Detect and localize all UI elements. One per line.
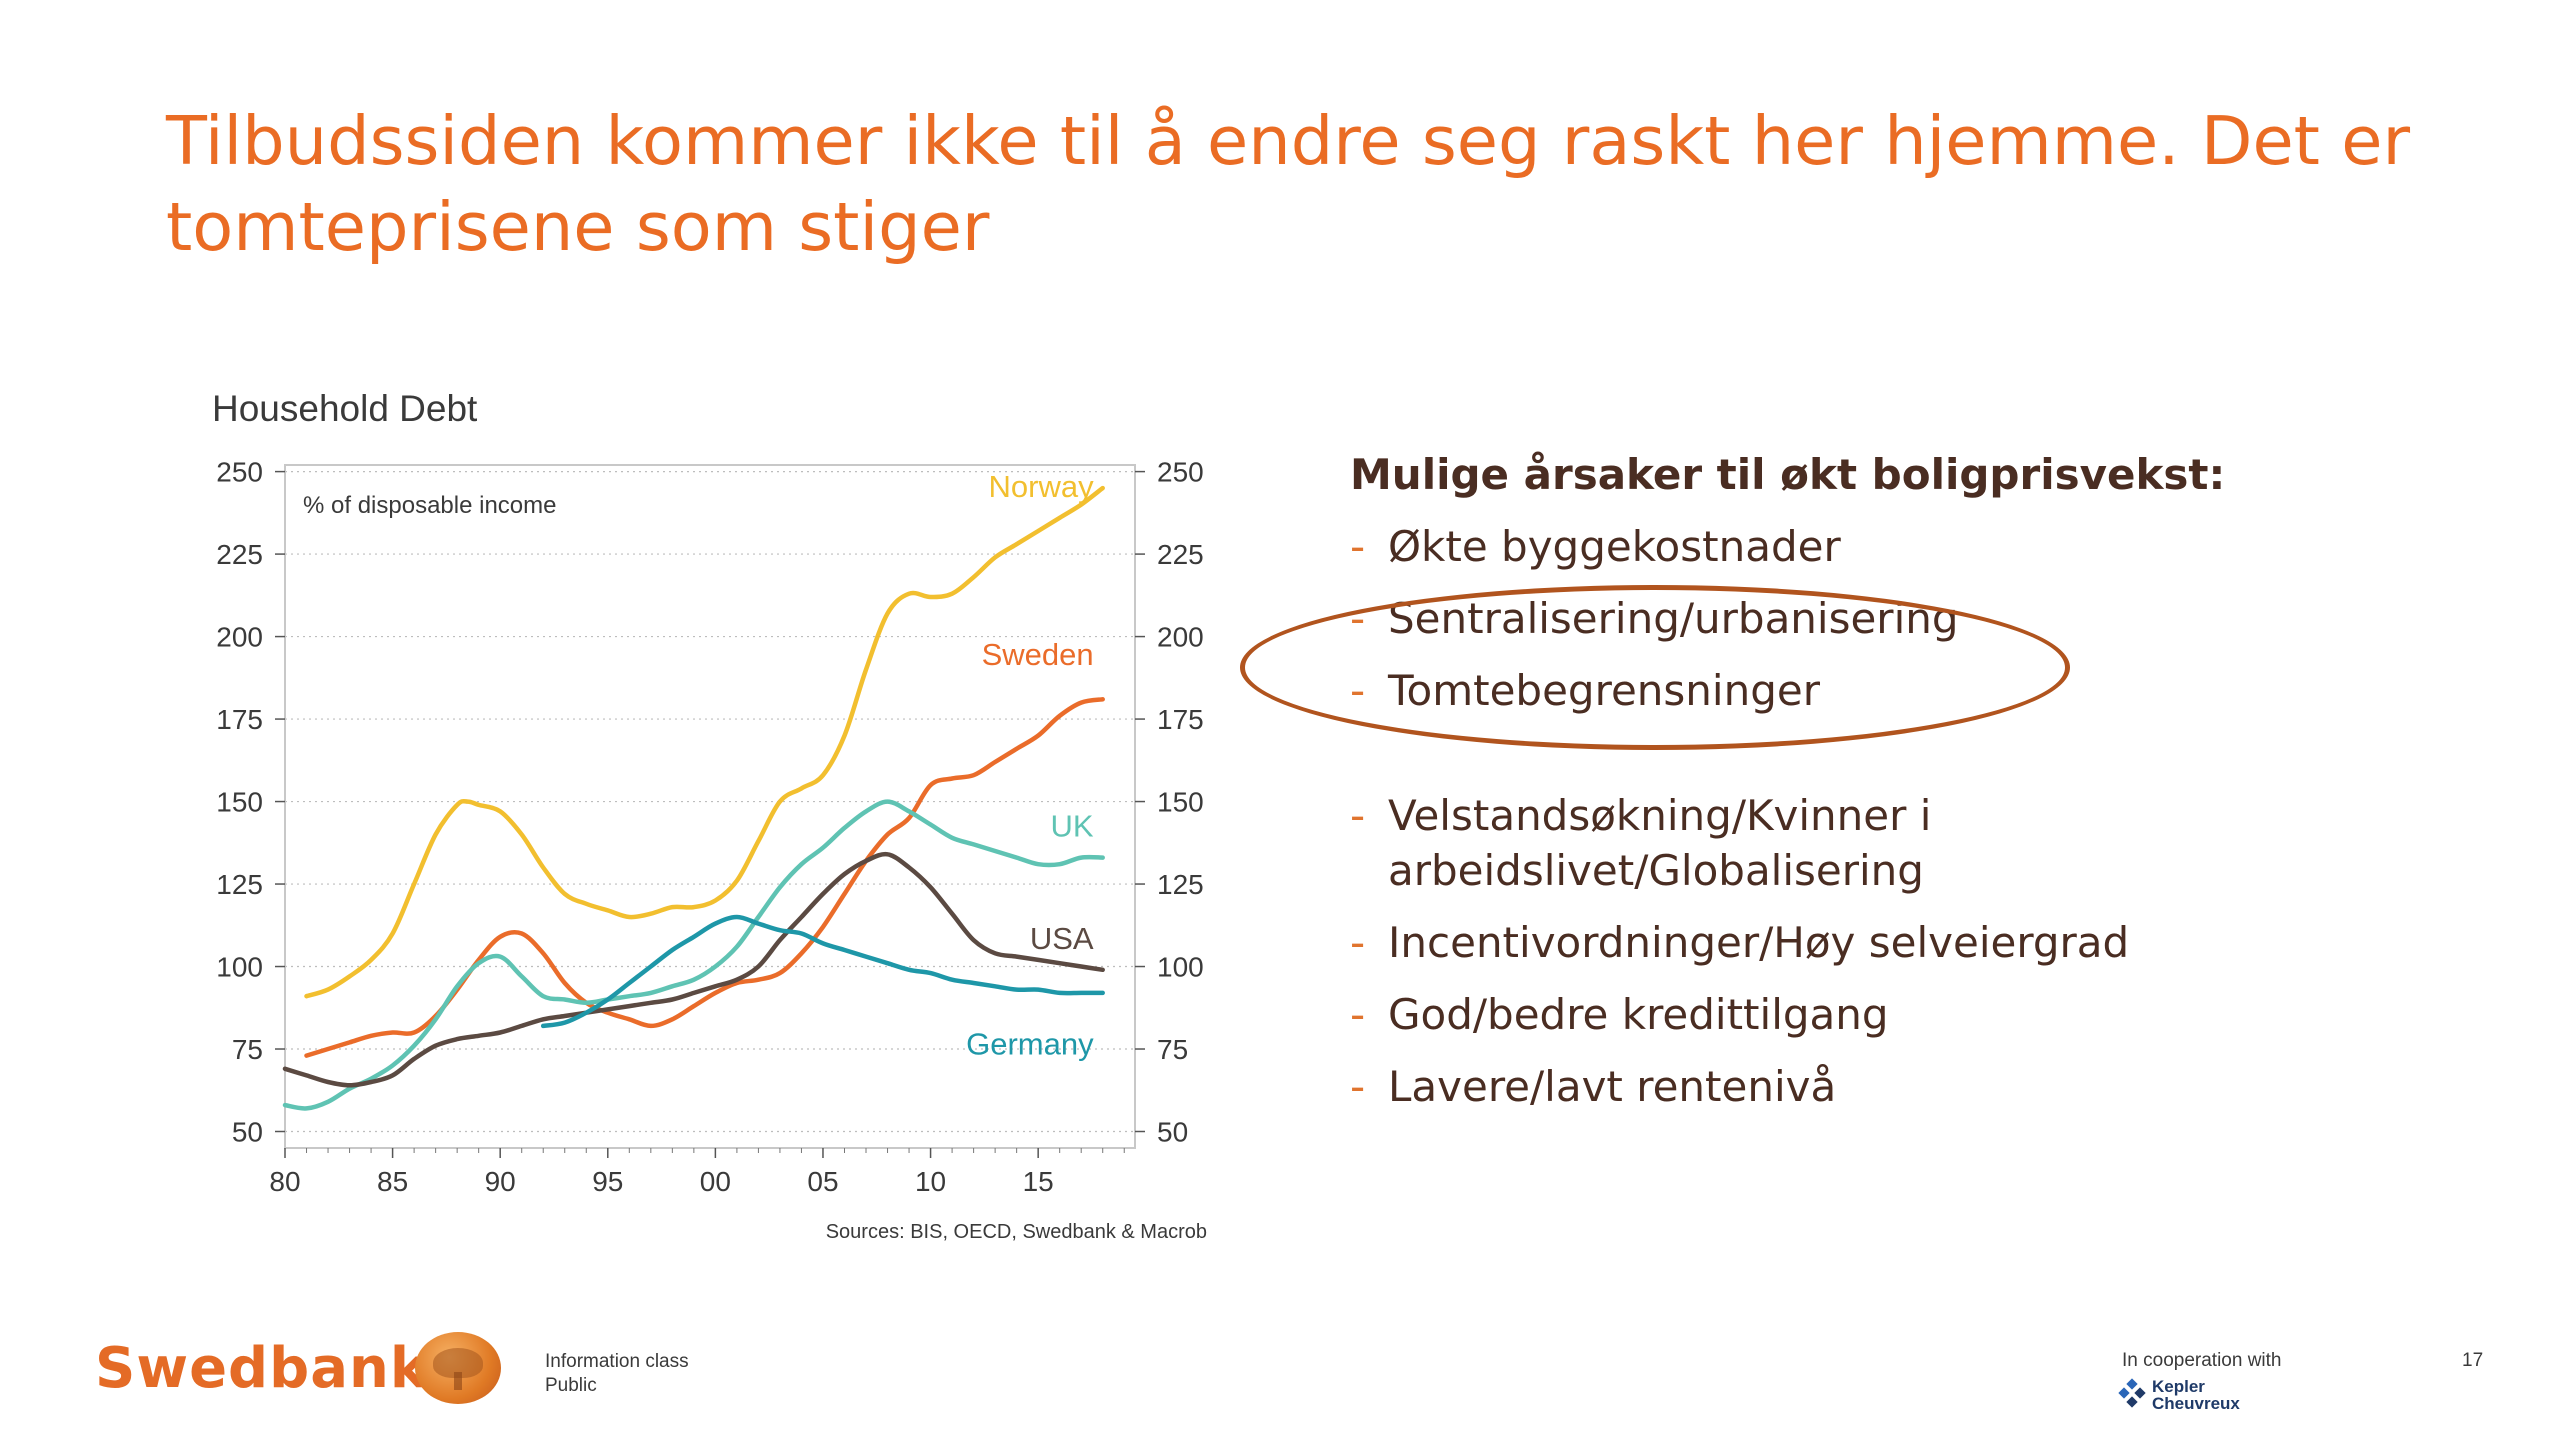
- series-line-germany: [540, 914, 1105, 1029]
- x-tick-label: 95: [592, 1166, 623, 1197]
- y-tick-label-right: 250: [1157, 457, 1204, 488]
- y-tick-label-left: 250: [216, 457, 263, 488]
- y-tick-label-right: 200: [1157, 622, 1204, 653]
- slide-title-line-2: tomteprisene som stiger: [166, 188, 990, 266]
- cause-item: - Økte byggekostnader: [1350, 519, 2500, 574]
- series-line-norway: [304, 485, 1105, 999]
- swedbank-oak-icon: [415, 1332, 501, 1404]
- series-line-uk: [282, 799, 1105, 1111]
- x-tick-label: 85: [377, 1166, 408, 1197]
- series-label-usa: USA: [1030, 921, 1094, 956]
- series-label-uk: UK: [1051, 809, 1094, 844]
- kepler-logo-line-1: Kepler: [2152, 1377, 2205, 1396]
- chart-title: Household Debt: [212, 388, 478, 429]
- cooperation-label: In cooperation with: [2122, 1350, 2282, 1371]
- series-line-sweden: [304, 697, 1105, 1058]
- y-tick-label-left: 175: [216, 704, 263, 735]
- y-tick-label-left: 225: [216, 539, 263, 570]
- kepler-logo-line-2: Cheuvreux: [2152, 1394, 2240, 1413]
- highlight-oval: [1240, 585, 2070, 750]
- causes-heading: Mulige årsaker til økt boligprisvekst:: [1350, 450, 2226, 499]
- causes-panel: Mulige årsaker til økt boligprisvekst: -…: [1350, 450, 2500, 1131]
- series-label-germany: Germany: [966, 1026, 1094, 1061]
- cause-item: - God/bedre kredittilgang: [1350, 987, 2500, 1042]
- series-label-sweden: Sweden: [982, 637, 1094, 672]
- bullet-dash: -: [1350, 522, 1366, 571]
- y-tick-label-right: 100: [1157, 952, 1204, 983]
- chart-subtitle: % of disposable income: [303, 492, 556, 519]
- bullet-dash: -: [1350, 918, 1366, 967]
- plot-frame: [284, 464, 1136, 1149]
- chart-series: [282, 485, 1105, 1111]
- series-line-usa: [282, 851, 1105, 1088]
- information-class-value: Public: [545, 1375, 597, 1396]
- cause-text: Velstandsøkning/Kvinner i arbeidslivet/G…: [1388, 791, 1932, 895]
- slide-title-line-1: Tilbudssiden kommer ikke til å endre seg…: [166, 102, 2411, 180]
- x-tick-label: 00: [700, 1166, 731, 1197]
- slide-title: Tilbudssiden kommer ikke til å endre seg…: [166, 98, 2416, 270]
- cause-text: Økte byggekostnader: [1388, 522, 1841, 571]
- series-label-norway: Norway: [989, 469, 1095, 504]
- x-tick-label: 10: [915, 1166, 946, 1197]
- y-tick-label-left: 125: [216, 869, 263, 900]
- chart-source: Sources: BIS, OECD, Swedbank & Macrob: [826, 1221, 1207, 1243]
- page-number: 17: [2462, 1350, 2484, 1371]
- y-tick-label-left: 75: [232, 1034, 263, 1065]
- y-tick-label-right: 50: [1157, 1117, 1188, 1148]
- household-debt-chart: 50 50 75 75 100 100 125 125 150 150 175 175 200 200 22…: [216, 457, 1207, 1243]
- y-tick-label-left: 50: [232, 1117, 263, 1148]
- kepler-cheuvreux-logo: Kepler Cheuvreux: [2152, 1378, 2240, 1412]
- y-tick-label-left: 150: [216, 787, 263, 818]
- cause-text: God/bedre kredittilgang: [1388, 990, 1889, 1039]
- information-class: Information class Public: [545, 1350, 689, 1398]
- cause-item: - Incentivordninger/Høy selveiergrad: [1350, 915, 2500, 970]
- x-tick-label: 05: [807, 1166, 838, 1197]
- cause-text: Incentivordninger/Høy selveiergrad: [1388, 918, 2130, 967]
- cause-text: Lavere/lavt rentenivå: [1388, 1062, 1837, 1111]
- chart-axes: 50 50 75 75 100 100 125 125 150 150 175 175 200 200 22…: [216, 457, 1203, 1197]
- chart-labels: % of disposable income Norway Sweden UK USA G…: [303, 469, 1207, 1243]
- y-tick-label-left: 100: [216, 952, 263, 983]
- bullet-dash: -: [1350, 791, 1366, 840]
- cause-item: - Velstandsøkning/Kvinner i arbeidslivet/…: [1350, 788, 1988, 898]
- y-tick-label-right: 175: [1157, 704, 1204, 735]
- bullet-dash: -: [1350, 1062, 1366, 1111]
- y-tick-label-right: 225: [1157, 539, 1204, 570]
- chart-grid: [285, 470, 1135, 1133]
- y-tick-label-right: 75: [1157, 1034, 1188, 1065]
- x-tick-label: 15: [1023, 1166, 1054, 1197]
- swedbank-logo-text: Swedbank: [95, 1336, 429, 1401]
- y-tick-label-right: 150: [1157, 787, 1204, 818]
- x-tick-label: 90: [485, 1166, 516, 1197]
- y-tick-label-left: 200: [216, 622, 263, 653]
- bullet-dash: -: [1350, 990, 1366, 1039]
- cause-item: - Lavere/lavt rentenivå: [1350, 1059, 2500, 1114]
- oak-trunk-shape: [454, 1372, 462, 1390]
- information-class-label: Information class: [545, 1351, 689, 1372]
- x-tick-label: 80: [269, 1166, 300, 1197]
- kepler-cheuvreux-icon: [2118, 1378, 2146, 1408]
- y-tick-label-right: 125: [1157, 869, 1204, 900]
